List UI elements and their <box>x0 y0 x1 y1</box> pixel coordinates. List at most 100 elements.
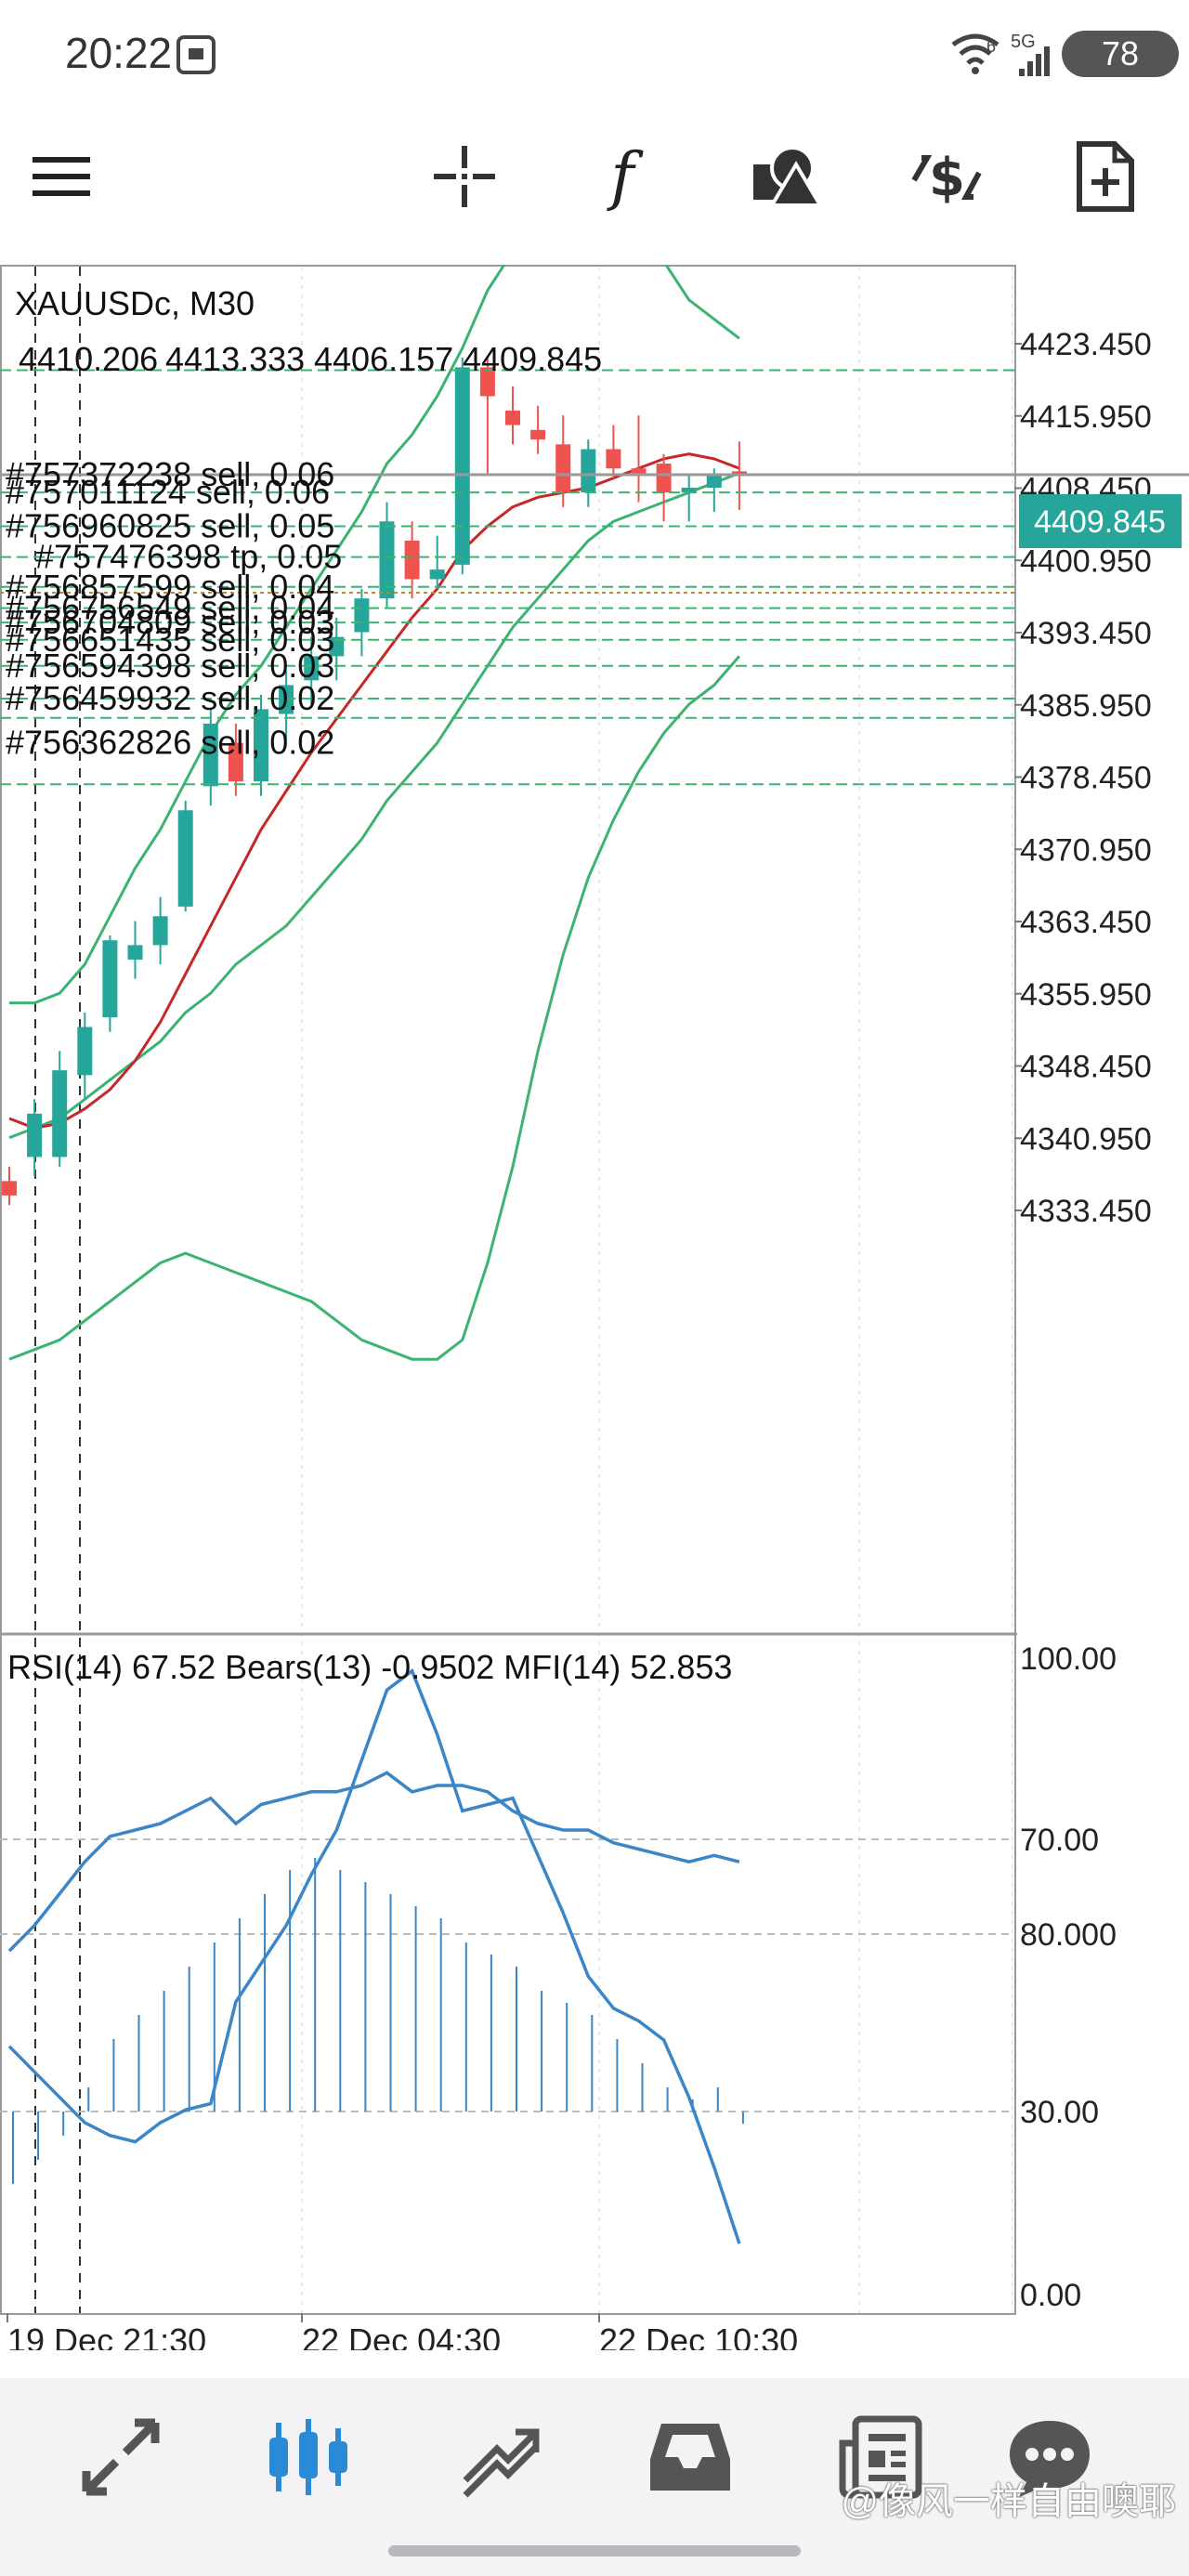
order-label: #756704809 sell, 0.03 <box>6 603 334 641</box>
osc-level-label: 0.00 <box>1020 2278 1081 2313</box>
price-tick-label: 4348.450 <box>1020 1050 1152 1085</box>
candle-body <box>254 709 268 782</box>
osc-level-label: 80.000 <box>1020 1917 1117 1953</box>
price-tick-label: 4333.450 <box>1020 1194 1152 1229</box>
nav-chart[interactable] <box>243 2406 373 2508</box>
bollinger-lower <box>8 655 741 1361</box>
symbol-label: XAUUSDc, M30 <box>15 284 255 322</box>
current-price-text: 4409.845 <box>1034 504 1166 540</box>
objects-button[interactable] <box>738 130 831 223</box>
candle-body <box>530 429 546 440</box>
price-tick-label: 4400.950 <box>1020 543 1152 579</box>
price-tick-label: 4393.450 <box>1020 616 1152 651</box>
price-tick-label: 4378.450 <box>1020 761 1152 796</box>
candle-body <box>152 916 168 946</box>
crosshair-button[interactable] <box>418 130 511 223</box>
oscillator-labels: RSI(14) 67.52 Bears(13) -0.9502 MFI(14) … <box>7 1648 732 1686</box>
moving-average <box>8 452 740 1130</box>
bollinger-bands <box>8 265 741 1361</box>
crosshair-icon <box>434 146 495 207</box>
candle-body <box>404 540 420 580</box>
nav-history[interactable] <box>625 2406 755 2508</box>
candle-body <box>127 945 143 960</box>
wifi-badge: 6 <box>986 37 996 56</box>
candle-body <box>429 569 445 580</box>
svg-text:$: $ <box>929 148 965 208</box>
nav-trade[interactable] <box>437 2406 567 2508</box>
price-chart[interactable]: #757372238 sell, 0.06#757011124 sell, 0.… <box>0 265 1189 2360</box>
candle-body <box>581 449 596 493</box>
oscillator-panel: 100.00 70.00 80.000 30.00 0.00 <box>0 1641 1117 2313</box>
candle-body <box>279 685 294 714</box>
bottom-navigation <box>0 2378 1189 2576</box>
quotes-arrows-icon <box>82 2418 160 2496</box>
candle-body <box>203 723 218 787</box>
time-axis: 19 Dec 21:30 22 Dec 04:30 22 Dec 10:30 <box>7 2313 798 2360</box>
price-tick-label: 4370.950 <box>1020 832 1152 868</box>
time-label: 22 Dec 10:30 <box>599 2321 798 2350</box>
mfi-line <box>7 1667 741 2244</box>
nav-news[interactable] <box>816 2406 946 2508</box>
candle-body <box>354 598 370 633</box>
candle-body <box>706 473 722 488</box>
network-type: 5G <box>1011 32 1036 52</box>
battery-badge: 78 <box>1062 31 1179 77</box>
inbox-icon <box>650 2424 730 2491</box>
candle-body <box>27 1113 43 1157</box>
price-tick-label: 4415.950 <box>1020 399 1152 435</box>
status-bar: 20:22 6 5G 78 <box>0 0 1189 107</box>
candle-body <box>2 1181 17 1196</box>
order-label: #756960825 sell, 0.05 <box>6 506 334 544</box>
chart-frame <box>0 265 1016 2315</box>
chat-icon <box>1010 2421 1090 2497</box>
menu-button[interactable] <box>15 130 108 223</box>
screenshot-icon <box>176 35 216 74</box>
candle-body <box>228 742 243 782</box>
new-order-button[interactable] <box>1059 130 1152 223</box>
wifi-icon: 6 <box>951 33 1000 74</box>
candle-body <box>379 521 395 599</box>
hamburger-icon <box>33 157 90 196</box>
trade-button[interactable]: $ <box>901 130 994 223</box>
order-lines: #757372238 sell, 0.06#757011124 sell, 0.… <box>0 369 1189 786</box>
nav-quotes[interactable] <box>56 2406 186 2508</box>
osc-level-label: 70.00 <box>1020 1823 1099 1858</box>
dollar-arrows-icon: $ <box>911 148 982 208</box>
order-label: #756651435 sell, 0.03 <box>6 621 334 659</box>
price-axis[interactable]: 4423.4504415.9504408.4504400.9504393.450… <box>1014 327 1152 1229</box>
candle-body <box>102 940 118 1018</box>
ohlc-open: 4410.206 <box>19 340 158 378</box>
candle-body <box>555 444 571 493</box>
candle-body <box>681 487 697 493</box>
candle-body <box>631 468 647 474</box>
order-label: #756362826 sell, 0.02 <box>6 724 334 762</box>
chart-area[interactable]: #757372238 sell, 0.06 #757011124 sell, 0.… <box>0 265 1189 2360</box>
price-tick-label: 4385.950 <box>1020 688 1152 724</box>
order-label: #756459932 sell, 0.02 <box>6 679 334 717</box>
ohlc-high: 4413.333 <box>165 340 305 378</box>
order-label: #757372238 sell, 0.06 <box>6 455 334 493</box>
candles <box>2 358 747 1206</box>
order-label: #757011124 sell, 0.06 <box>6 473 330 511</box>
candle-body <box>505 411 520 425</box>
nav-messages[interactable] <box>985 2406 1115 2508</box>
price-tick-label: 4355.950 <box>1020 977 1152 1013</box>
price-tick-label: 4340.950 <box>1020 1121 1152 1157</box>
candle-body <box>304 656 320 681</box>
current-price-label: 4409.845 <box>1019 494 1182 548</box>
order-label: #756594398 sell, 0.03 <box>6 647 334 685</box>
candle-body <box>454 367 470 565</box>
indicators-button[interactable]: f <box>576 130 669 223</box>
document-plus-icon <box>1077 141 1134 212</box>
watermark: @像风一样自由噢耶 <box>841 2481 1176 2522</box>
order-label: #756756549 sell, 0.04 <box>6 589 334 627</box>
candle-body <box>329 636 345 657</box>
battery-level: 78 <box>1101 34 1140 72</box>
time-label: 22 Dec 04:30 <box>302 2321 501 2350</box>
order-label: #756857599 sell, 0.04 <box>6 568 334 606</box>
time-label: 19 Dec 21:30 <box>7 2321 206 2350</box>
order-label: #757476398 tp, 0.05 <box>35 538 342 576</box>
candle-body <box>731 471 747 476</box>
home-indicator[interactable] <box>388 2545 801 2556</box>
shapes-icon <box>753 146 820 207</box>
